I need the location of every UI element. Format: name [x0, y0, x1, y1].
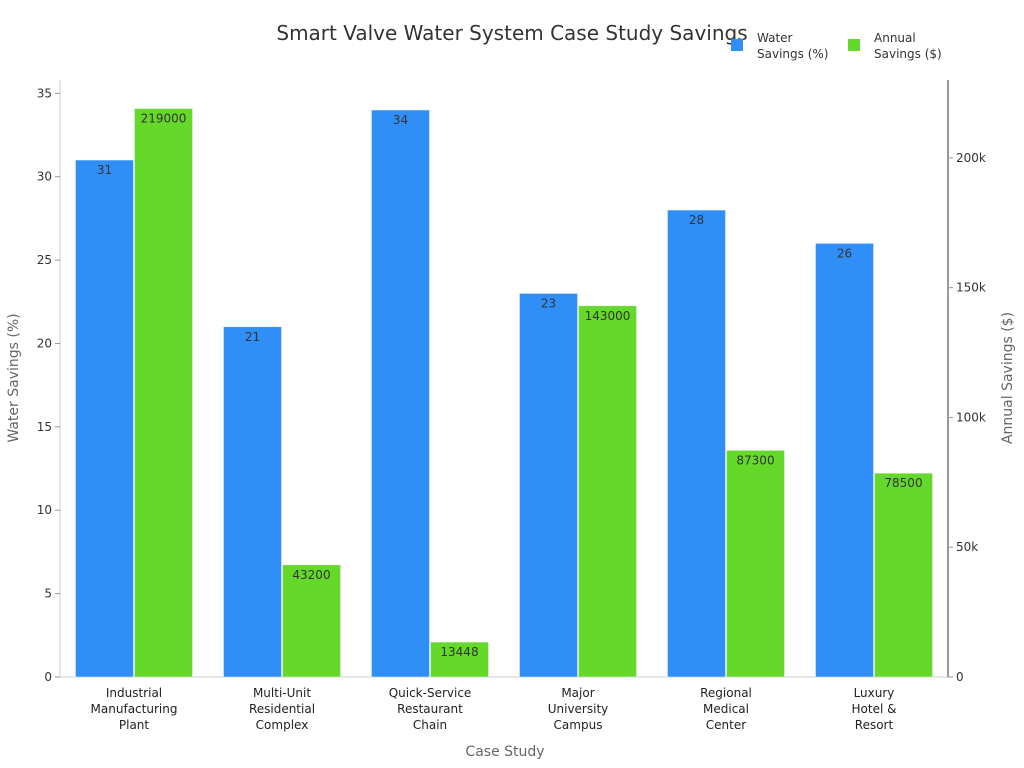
y2-axis-label: Annual Savings ($): [1000, 312, 1016, 444]
x-tick-label: Manufacturing: [91, 702, 178, 716]
y-tick-label: 15: [37, 420, 52, 434]
data-label: 23: [541, 296, 556, 310]
legend-swatch: [731, 39, 743, 51]
x-tick-label: Hotel &: [852, 702, 897, 716]
data-label: 31: [97, 163, 112, 177]
y-tick-label: 20: [37, 336, 52, 350]
x-tick-label: Major: [561, 686, 594, 700]
y-axis-label: Water Savings (%): [6, 313, 22, 442]
bar-water-savings: [519, 293, 578, 678]
legend-label: Water: [757, 31, 793, 45]
y-tick-label: 25: [37, 253, 52, 267]
data-label: 21: [245, 330, 260, 344]
bar-annual-savings: [578, 305, 637, 678]
legend-label: Savings (%): [757, 47, 828, 61]
bar-water-savings: [223, 326, 282, 678]
x-tick-label: Regional: [700, 686, 752, 700]
y2-tick-label: 200k: [956, 151, 986, 165]
data-label: 26: [837, 246, 852, 260]
legend-label: Savings ($): [874, 47, 942, 61]
x-tick-label: Residential: [249, 702, 315, 716]
data-label: 43200: [292, 568, 330, 582]
y-tick-label: 10: [37, 503, 52, 517]
x-tick-label: Luxury: [854, 686, 895, 700]
bar-annual-savings: [430, 641, 489, 678]
y2-tick-label: 50k: [956, 540, 978, 554]
x-tick-label: Industrial: [106, 686, 162, 700]
bar-water-savings: [815, 243, 874, 678]
legend-label: Annual: [874, 31, 916, 45]
x-tick-label: Plant: [119, 718, 150, 732]
x-tick-label: Complex: [256, 718, 309, 732]
data-label: 143000: [585, 309, 631, 323]
x-tick-label: Multi-Unit: [253, 686, 311, 700]
bar-water-savings: [75, 159, 134, 678]
y-tick-label: 35: [37, 86, 52, 100]
bar-annual-savings: [134, 108, 193, 678]
x-tick-label: Center: [706, 718, 746, 732]
data-label: 28: [689, 213, 704, 227]
y-tick-label: 30: [37, 170, 52, 184]
x-tick-label: Campus: [554, 718, 603, 732]
legend-swatch: [848, 39, 860, 51]
data-label: 13448: [440, 645, 478, 659]
y-tick-label: 0: [44, 670, 52, 684]
x-tick-label: Resort: [855, 718, 894, 732]
x-tick-label: Restaurant: [397, 702, 463, 716]
bar-water-savings: [667, 209, 726, 678]
bar-annual-savings: [282, 564, 341, 678]
y2-tick-label: 150k: [956, 281, 986, 295]
y2-tick-label: 0: [956, 670, 964, 684]
data-label: 78500: [884, 476, 922, 490]
x-tick-label: University: [548, 702, 609, 716]
y-tick-label: 5: [44, 587, 52, 601]
x-tick-label: Medical: [703, 702, 749, 716]
y2-tick-label: 100k: [956, 410, 986, 424]
data-label: 34: [393, 113, 408, 127]
bar-water-savings: [371, 109, 430, 678]
data-label: 219000: [141, 112, 187, 126]
bar-annual-savings: [726, 450, 785, 678]
x-tick-label: Quick-Service: [389, 686, 472, 700]
bar-annual-savings: [874, 472, 933, 678]
data-label: 87300: [736, 453, 774, 467]
x-tick-label: Chain: [413, 718, 447, 732]
x-axis-label: Case Study: [465, 744, 544, 760]
chart-title: Smart Valve Water System Case Study Savi…: [276, 21, 747, 45]
